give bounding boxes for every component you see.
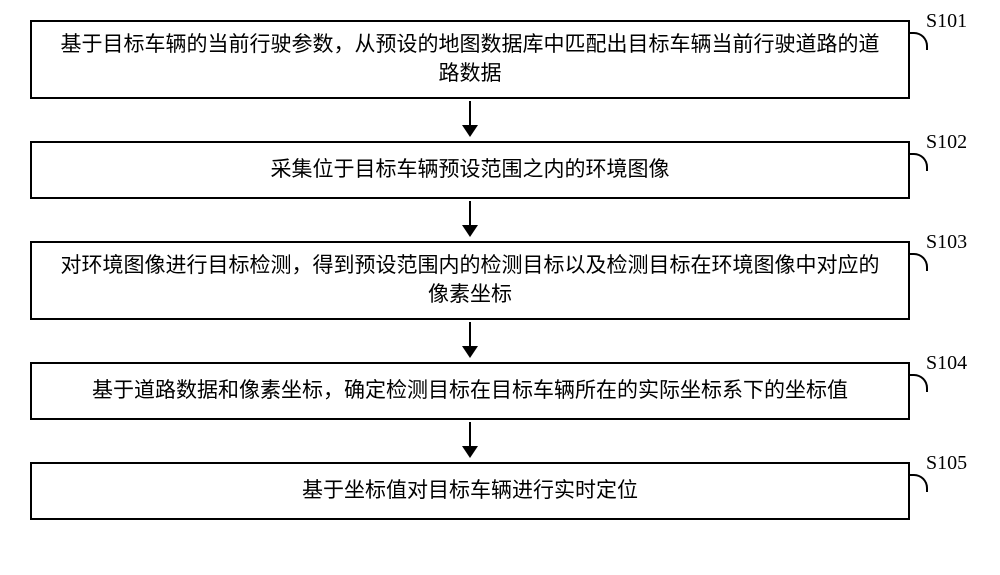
step-row: 采集位于目标车辆预设范围之内的环境图像 S102 [30, 141, 970, 199]
step-label-wrap: S102 [910, 141, 970, 171]
step-box-s102: 采集位于目标车辆预设范围之内的环境图像 [30, 141, 910, 199]
step-label: S103 [926, 231, 967, 254]
label-connector-icon [910, 153, 928, 171]
step-label: S105 [926, 452, 967, 475]
step-label-wrap: S101 [910, 20, 970, 50]
label-connector-icon [910, 474, 928, 492]
step-box-s104: 基于道路数据和像素坐标，确定检测目标在目标车辆所在的实际坐标系下的坐标值 [30, 362, 910, 420]
step-label: S101 [926, 10, 967, 33]
step-box-s103: 对环境图像进行目标检测，得到预设范围内的检测目标以及检测目标在环境图像中对应的像… [30, 241, 910, 320]
arrow-down-icon [469, 422, 471, 456]
step-box-s101: 基于目标车辆的当前行驶参数，从预设的地图数据库中匹配出目标车辆当前行驶道路的道路… [30, 20, 910, 99]
step-text: 采集位于目标车辆预设范围之内的环境图像 [271, 155, 670, 184]
step-row: 基于道路数据和像素坐标，确定检测目标在目标车辆所在的实际坐标系下的坐标值 S10… [30, 362, 970, 420]
step-box-s105: 基于坐标值对目标车辆进行实时定位 [30, 462, 910, 520]
step-row: 对环境图像进行目标检测，得到预设范围内的检测目标以及检测目标在环境图像中对应的像… [30, 241, 970, 320]
flowchart-container: 基于目标车辆的当前行驶参数，从预设的地图数据库中匹配出目标车辆当前行驶道路的道路… [30, 20, 970, 520]
step-text: 对环境图像进行目标检测，得到预设范围内的检测目标以及检测目标在环境图像中对应的像… [52, 251, 888, 310]
step-label: S102 [926, 131, 967, 154]
step-label-wrap: S103 [910, 241, 970, 271]
step-text: 基于目标车辆的当前行驶参数，从预设的地图数据库中匹配出目标车辆当前行驶道路的道路… [52, 30, 888, 89]
step-label-wrap: S105 [910, 462, 970, 492]
label-connector-icon [910, 253, 928, 271]
arrow-down-icon [469, 322, 471, 356]
step-text: 基于坐标值对目标车辆进行实时定位 [302, 476, 638, 505]
label-connector-icon [910, 374, 928, 392]
label-connector-icon [910, 32, 928, 50]
step-label: S104 [926, 352, 967, 375]
step-text: 基于道路数据和像素坐标，确定检测目标在目标车辆所在的实际坐标系下的坐标值 [92, 376, 848, 405]
arrow-down-icon [469, 101, 471, 135]
arrow-down-icon [469, 201, 471, 235]
step-row: 基于坐标值对目标车辆进行实时定位 S105 [30, 462, 970, 520]
step-label-wrap: S104 [910, 362, 970, 392]
step-row: 基于目标车辆的当前行驶参数，从预设的地图数据库中匹配出目标车辆当前行驶道路的道路… [30, 20, 970, 99]
